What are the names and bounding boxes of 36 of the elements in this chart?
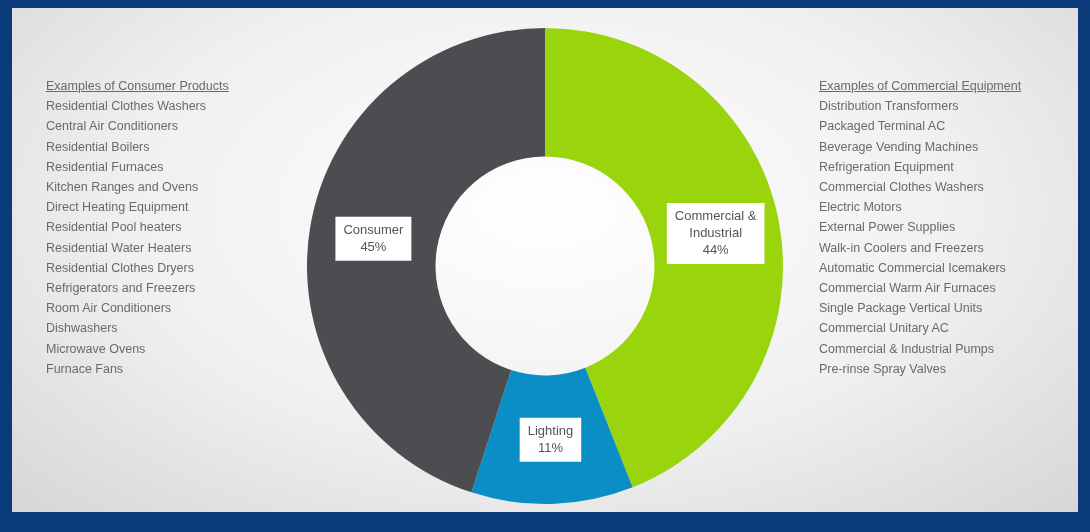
text: Furnace Fans: [46, 360, 125, 378]
text: Single Package Vertical Units: [819, 300, 984, 318]
slice-label: Lighting: [527, 422, 574, 438]
text: Refrigerators and Freezers: [46, 280, 197, 298]
text: Residential Furnaces: [46, 158, 165, 176]
text: Commercial Clothes Washers: [819, 179, 985, 196]
text: Walk-in Coolers and Freezers: [819, 239, 985, 257]
text: Commercial Warm Air Furnaces: [819, 280, 997, 298]
text: Refrigeration Equipment: [819, 158, 955, 176]
text: Residential Water Heaters: [46, 239, 193, 257]
text: Packaged Terminal AC: [819, 118, 947, 136]
text: Kitchen Ranges and Ovens: [46, 179, 200, 196]
text: Microwave Ovens: [46, 340, 147, 358]
text: Electric Motors: [819, 199, 903, 217]
text: Examples of Commercial Equipment: [819, 78, 1022, 95]
text: Room Air Conditioners: [46, 300, 173, 318]
text: Residential Boilers: [46, 138, 151, 156]
slice-label: Consumer: [343, 221, 405, 237]
text: External Power Supplies: [819, 219, 957, 237]
text: Residential Clothes Washers: [46, 98, 208, 116]
data-label: 44%: [702, 242, 730, 258]
data-label: 45%: [360, 238, 387, 254]
text: Dishwashers: [46, 320, 119, 338]
text: Pre-rinse Spray Valves: [819, 360, 947, 378]
text: Residential Pool heaters: [46, 219, 183, 237]
text: Commercial Unitary AC: [819, 320, 950, 338]
text: Examples of Consumer Products: [46, 78, 229, 95]
text: Beverage Vending Machines: [819, 138, 980, 156]
text: Automatic Commercial Icemakers: [819, 259, 1007, 277]
text: Direct Heating Equipment: [46, 199, 190, 217]
slice-label: Commercial & Industrial: [674, 208, 757, 241]
text: Distribution Transformers: [819, 98, 960, 116]
text: Central Air Conditioners: [46, 118, 179, 136]
text: Commercial & Industrial Pumps: [819, 340, 996, 358]
data-label: 11%: [537, 439, 564, 455]
text: Residential Clothes Dryers: [46, 259, 195, 277]
